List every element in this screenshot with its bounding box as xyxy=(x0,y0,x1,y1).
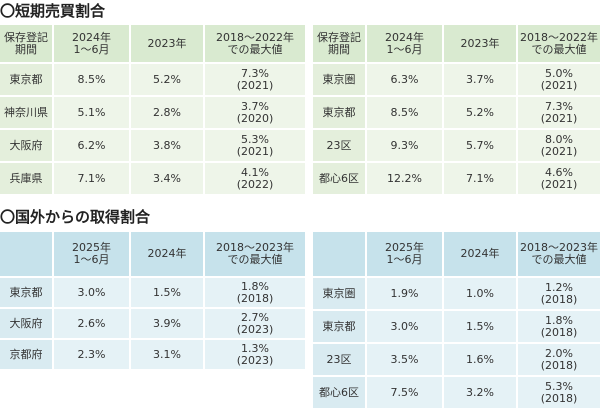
data-cell: 6.2% xyxy=(54,130,129,161)
row-label: 東京圏 xyxy=(313,64,365,95)
data-cell: 2.6% xyxy=(54,309,129,338)
data-cell: 3.0% xyxy=(367,311,442,342)
header-cell: 2023年 xyxy=(444,25,516,62)
data-cell: 1.2% (2018) xyxy=(518,278,600,309)
row-label: 都心6区 xyxy=(313,163,365,194)
data-cell: 7.1% xyxy=(444,163,516,194)
row-label: 神奈川県 xyxy=(0,97,52,128)
data-cell: 1.5% xyxy=(444,311,516,342)
header-cell xyxy=(0,232,52,276)
data-cell: 3.8% xyxy=(131,130,203,161)
row-label: 23区 xyxy=(313,344,365,375)
data-cell: 5.3% (2018) xyxy=(518,377,600,408)
data-cell: 3.9% xyxy=(131,309,203,338)
data-cell: 3.0% xyxy=(54,278,129,307)
row-label: 23区 xyxy=(313,130,365,161)
header-cell: 2018～2023年 での最大値 xyxy=(518,232,600,276)
row-label: 京都府 xyxy=(0,340,52,369)
data-cell: 1.3% (2023) xyxy=(205,340,305,369)
data-table: 保存登記 期間 2024年 1～6月 2023年 2018～2022年 での最大値東京… xyxy=(0,25,305,194)
data-cell: 3.7% (2020) xyxy=(205,97,305,128)
data-cell: 1.6% xyxy=(444,344,516,375)
data-cell: 7.5% xyxy=(367,377,442,408)
data-cell: 1.8% (2018) xyxy=(205,278,305,307)
header-cell: 2025年 1～6月 xyxy=(54,232,129,276)
data-cell: 5.7% xyxy=(444,130,516,161)
section-title: 〇短期売買割合 xyxy=(0,2,106,20)
header-cell: 保存登記 期間 xyxy=(0,25,52,62)
data-cell: 6.3% xyxy=(367,64,442,95)
row-label: 都心6区 xyxy=(313,377,365,408)
data-table: 2025年 1～6月 2024年 2018～2023年 での最大値 東京圏 1.9% 1.… xyxy=(313,232,600,408)
data-cell: 1.0% xyxy=(444,278,516,309)
data-cell: 9.3% xyxy=(367,130,442,161)
data-cell: 3.5% xyxy=(367,344,442,375)
data-cell: 7.1% xyxy=(54,163,129,194)
data-cell: 5.3% (2021) xyxy=(205,130,305,161)
data-cell: 8.5% xyxy=(367,97,442,128)
row-label: 東京都 xyxy=(0,64,52,95)
data-cell: 3.1% xyxy=(131,340,203,369)
header-cell xyxy=(313,232,365,276)
data-cell: 3.7% xyxy=(444,64,516,95)
section-title: 〇国外からの取得割合 xyxy=(0,208,151,226)
data-cell: 5.2% xyxy=(444,97,516,128)
data-cell: 3.2% xyxy=(444,377,516,408)
data-cell: 2.3% xyxy=(54,340,129,369)
data-cell: 2.8% xyxy=(131,97,203,128)
data-cell: 12.2% xyxy=(367,163,442,194)
data-cell: 1.5% xyxy=(131,278,203,307)
data-cell: 3.4% xyxy=(131,163,203,194)
header-cell: 2018～2023年 での最大値 xyxy=(205,232,305,276)
row-label: 東京都 xyxy=(313,97,365,128)
header-cell: 2025年 1～6月 xyxy=(367,232,442,276)
data-cell: 5.0% (2021) xyxy=(518,64,600,95)
data-cell: 8.5% xyxy=(54,64,129,95)
header-cell: 2024年 xyxy=(131,232,203,276)
data-cell: 8.0% (2021) xyxy=(518,130,600,161)
row-label: 東京都 xyxy=(313,311,365,342)
row-label: 兵庫県 xyxy=(0,163,52,194)
data-cell: 7.3% (2021) xyxy=(518,97,600,128)
header-cell: 2018～2022年 での最大値 xyxy=(518,25,600,62)
header-cell: 2024年 xyxy=(444,232,516,276)
data-cell: 1.8% (2018) xyxy=(518,311,600,342)
data-table: 保存登記 期間 2024年 1～6月 2023年 2018～2022年 での最大値東京… xyxy=(313,25,600,194)
data-cell: 2.7% (2023) xyxy=(205,309,305,338)
row-label: 東京圏 xyxy=(313,278,365,309)
row-label: 大阪府 xyxy=(0,309,52,338)
header-cell: 2023年 xyxy=(131,25,203,62)
header-cell: 2018～2022年 での最大値 xyxy=(205,25,305,62)
header-cell: 保存登記 期間 xyxy=(313,25,365,62)
header-cell: 2024年 1～6月 xyxy=(367,25,442,62)
data-cell: 4.6% (2021) xyxy=(518,163,600,194)
data-cell: 1.9% xyxy=(367,278,442,309)
data-cell: 5.2% xyxy=(131,64,203,95)
row-label: 大阪府 xyxy=(0,130,52,161)
data-cell: 2.0% (2018) xyxy=(518,344,600,375)
data-table: 2025年 1～6月 2024年 2018～2023年 での最大値 東京都 3.0% 1.… xyxy=(0,232,305,369)
header-cell: 2024年 1～6月 xyxy=(54,25,129,62)
data-cell: 5.1% xyxy=(54,97,129,128)
data-cell: 4.1% (2022) xyxy=(205,163,305,194)
data-cell: 7.3% (2021) xyxy=(205,64,305,95)
row-label: 東京都 xyxy=(0,278,52,307)
